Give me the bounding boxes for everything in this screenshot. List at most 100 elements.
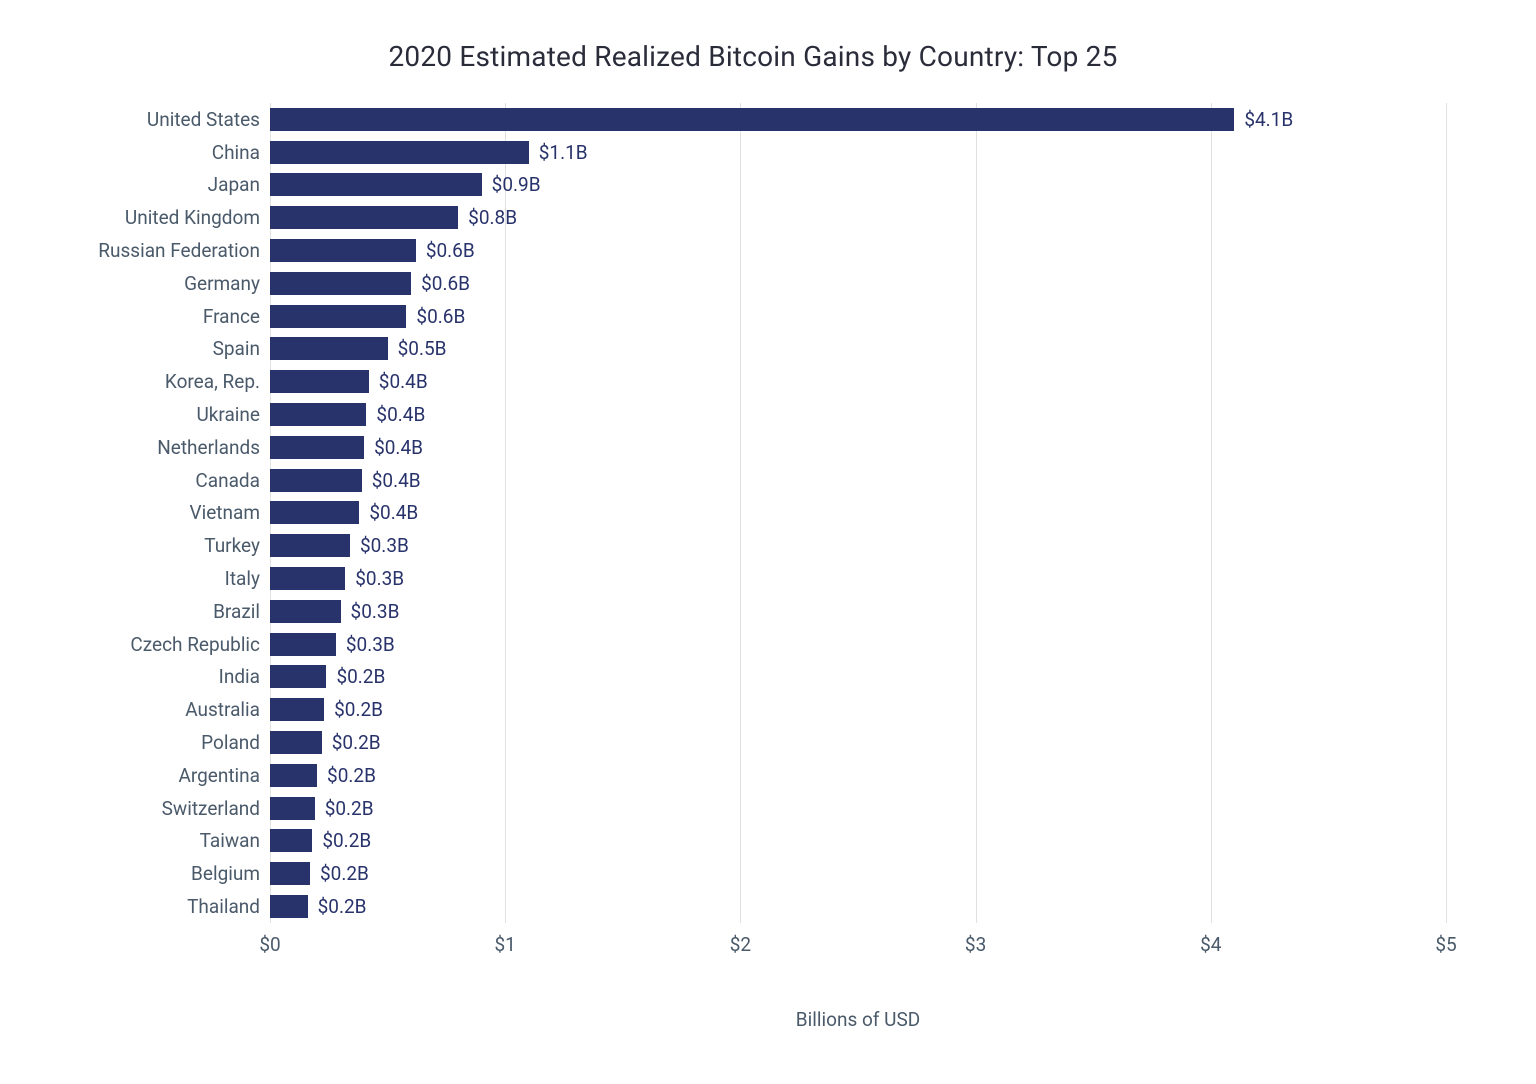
x-tick-label: $3 bbox=[965, 933, 986, 956]
bar-row: Switzerland$0.2B bbox=[270, 792, 1446, 825]
bar-row: Argentina$0.2B bbox=[270, 759, 1446, 792]
bar-row: United Kingdom$0.8B bbox=[270, 201, 1446, 234]
bar-value-label: $0.4B bbox=[379, 370, 428, 393]
bar-row: Vietnam$0.4B bbox=[270, 497, 1446, 530]
bar bbox=[270, 567, 345, 590]
country-label: Netherlands bbox=[157, 436, 260, 459]
x-axis-label: Billions of USD bbox=[270, 1008, 1446, 1031]
x-tick-label: $2 bbox=[730, 933, 751, 956]
country-label: Poland bbox=[201, 731, 260, 754]
bar bbox=[270, 731, 322, 754]
bar-row: Spain$0.5B bbox=[270, 333, 1446, 366]
bar-row: Germany$0.6B bbox=[270, 267, 1446, 300]
country-label: Italy bbox=[225, 567, 260, 590]
bar-value-label: $0.4B bbox=[376, 403, 425, 426]
bar-value-label: $0.9B bbox=[492, 173, 541, 196]
bar bbox=[270, 698, 324, 721]
bar-value-label: $0.2B bbox=[318, 895, 367, 918]
country-label: Turkey bbox=[204, 534, 260, 557]
x-tick-label: $4 bbox=[1200, 933, 1221, 956]
bar-value-label: $0.6B bbox=[416, 305, 465, 328]
bar bbox=[270, 108, 1234, 131]
bar-value-label: $0.4B bbox=[374, 436, 423, 459]
bar-row: Poland$0.2B bbox=[270, 726, 1446, 759]
bar bbox=[270, 764, 317, 787]
bar-row: United States$4.1B bbox=[270, 103, 1446, 136]
bar bbox=[270, 469, 362, 492]
bar-value-label: $0.3B bbox=[346, 633, 395, 656]
bar bbox=[270, 534, 350, 557]
x-tick-label: $0 bbox=[259, 933, 280, 956]
bar bbox=[270, 305, 406, 328]
bar-row: Thailand$0.2B bbox=[270, 890, 1446, 923]
country-label: United States bbox=[147, 108, 260, 131]
bar bbox=[270, 272, 411, 295]
country-label: Thailand bbox=[187, 895, 260, 918]
bar bbox=[270, 862, 310, 885]
bar-value-label: $0.2B bbox=[336, 665, 385, 688]
bar-value-label: $0.5B bbox=[398, 337, 447, 360]
country-label: Belgium bbox=[191, 862, 260, 885]
bar-row: China$1.1B bbox=[270, 136, 1446, 169]
country-label: Canada bbox=[195, 469, 260, 492]
bar-value-label: $0.6B bbox=[426, 239, 475, 262]
bar-row: India$0.2B bbox=[270, 661, 1446, 694]
bars-container: United States$4.1BChina$1.1BJapan$0.9BUn… bbox=[270, 103, 1446, 923]
country-label: France bbox=[203, 305, 260, 328]
bar-value-label: $0.3B bbox=[360, 534, 409, 557]
x-tick-label: $5 bbox=[1435, 933, 1456, 956]
bar bbox=[270, 337, 388, 360]
x-axis: $0$1$2$3$4$5 bbox=[270, 923, 1446, 973]
country-label: Korea, Rep. bbox=[165, 370, 260, 393]
country-label: Ukraine bbox=[196, 403, 260, 426]
bar-row: Australia$0.2B bbox=[270, 693, 1446, 726]
bar bbox=[270, 141, 529, 164]
bar bbox=[270, 206, 458, 229]
country-label: Germany bbox=[184, 272, 260, 295]
bar-row: Brazil$0.3B bbox=[270, 595, 1446, 628]
country-label: Japan bbox=[208, 173, 260, 196]
bar-value-label: $0.3B bbox=[351, 600, 400, 623]
country-label: China bbox=[212, 141, 260, 164]
bar-row: Ukraine$0.4B bbox=[270, 398, 1446, 431]
country-label: United Kingdom bbox=[125, 206, 260, 229]
bar-value-label: $4.1B bbox=[1244, 108, 1293, 131]
bar bbox=[270, 436, 364, 459]
bar bbox=[270, 829, 312, 852]
bar-row: Turkey$0.3B bbox=[270, 529, 1446, 562]
bar-value-label: $0.3B bbox=[355, 567, 404, 590]
bar bbox=[270, 797, 315, 820]
country-label: Russian Federation bbox=[98, 239, 260, 262]
country-label: Taiwan bbox=[200, 829, 260, 852]
gridline bbox=[1446, 103, 1447, 923]
bar-row: Czech Republic$0.3B bbox=[270, 628, 1446, 661]
plot-area: United States$4.1BChina$1.1BJapan$0.9BUn… bbox=[270, 103, 1446, 923]
bar-row: Netherlands$0.4B bbox=[270, 431, 1446, 464]
bar-value-label: $1.1B bbox=[539, 141, 588, 164]
bar bbox=[270, 370, 369, 393]
bar bbox=[270, 173, 482, 196]
bar-row: Canada$0.4B bbox=[270, 464, 1446, 497]
country-label: Spain bbox=[213, 337, 260, 360]
chart-title: 2020 Estimated Realized Bitcoin Gains by… bbox=[60, 40, 1446, 73]
bar bbox=[270, 665, 326, 688]
bar-value-label: $0.2B bbox=[325, 797, 374, 820]
country-label: Switzerland bbox=[162, 797, 260, 820]
country-label: Czech Republic bbox=[130, 633, 260, 656]
bar bbox=[270, 600, 341, 623]
bar-value-label: $0.2B bbox=[322, 829, 371, 852]
bar bbox=[270, 239, 416, 262]
bar-value-label: $0.2B bbox=[320, 862, 369, 885]
bar-row: Italy$0.3B bbox=[270, 562, 1446, 595]
bar-row: Japan$0.9B bbox=[270, 169, 1446, 202]
bar-value-label: $0.8B bbox=[468, 206, 517, 229]
bar bbox=[270, 403, 366, 426]
country-label: Brazil bbox=[213, 600, 260, 623]
bar-row: France$0.6B bbox=[270, 300, 1446, 333]
bar bbox=[270, 501, 359, 524]
country-label: Vietnam bbox=[190, 501, 261, 524]
country-label: Australia bbox=[185, 698, 260, 721]
bar bbox=[270, 633, 336, 656]
bar-row: Russian Federation$0.6B bbox=[270, 234, 1446, 267]
bar-value-label: $0.2B bbox=[327, 764, 376, 787]
